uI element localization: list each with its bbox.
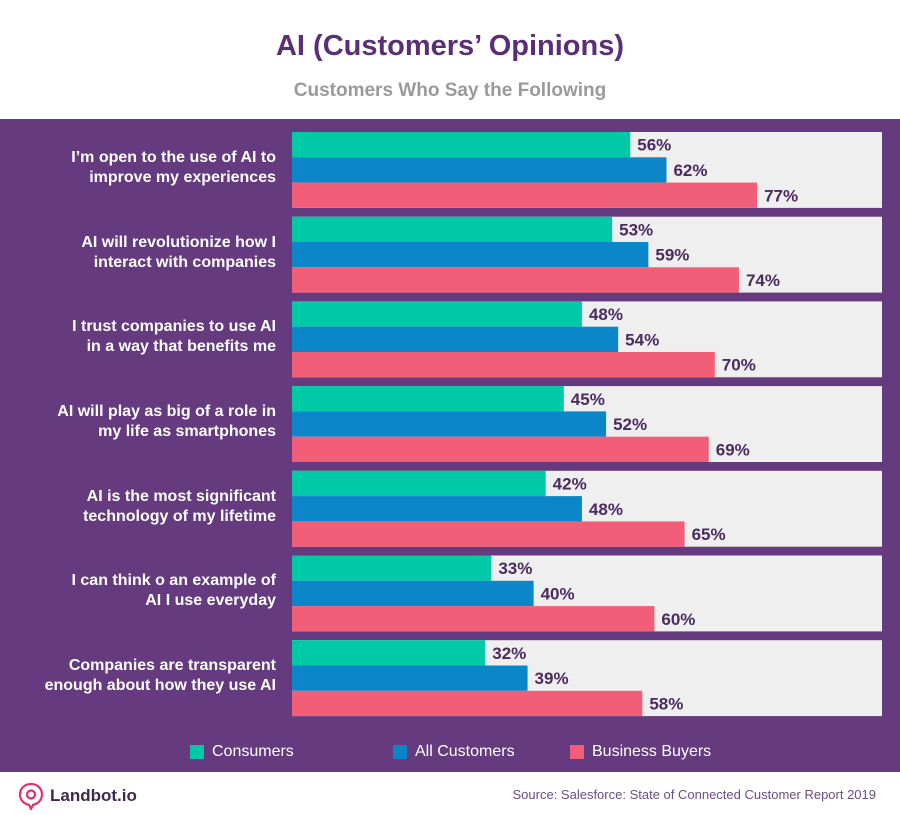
bar-business-buyers [292,352,715,378]
category-label-line: AI is the most significant [86,487,276,505]
data-label-business-buyers: 58% [649,694,683,713]
data-label-all-customers: 59% [655,246,689,265]
category-label: AI will play as big of a role in my life … [0,402,276,442]
legend-label-business-buyers: Business Buyers [592,743,712,760]
legend-label-all-customers: All Customers [415,743,515,760]
legend-swatch-business-buyers [570,745,584,759]
category-label-line: in a way that benefits me [86,338,276,356]
bar-all-customers [292,496,582,522]
category-label-line: technology of my lifetime [83,507,276,525]
data-label-business-buyers: 70% [722,356,756,375]
category-label: I can think o an example of AI I use ever… [0,571,277,611]
bar-business-buyers [292,267,739,293]
bar-all-customers [292,157,667,183]
category-label-line: improve my experiences [89,168,276,186]
category-label-line: AI will play as big of a role in [57,403,276,421]
category-label: I’m open to the use of AI to improve my e… [0,148,276,188]
data-label-consumers: 33% [498,559,532,578]
data-label-all-customers: 62% [673,161,707,180]
bar-all-customers [292,326,619,352]
category-label-line: enough about how they use AI [44,677,276,695]
legend-item-business-buyers: Business Buyers [570,739,711,765]
brand-name: Landbot.io [50,786,137,805]
data-label-consumers: 45% [571,390,605,409]
category-label: AI will revolutionize how I interact with… [0,233,276,273]
bar-consumers [292,470,546,497]
data-label-consumers: 48% [589,305,623,324]
data-label-all-customers: 54% [625,330,659,349]
bar-consumers [292,386,564,412]
bar-consumers [292,640,486,666]
bar-all-customers [292,665,528,691]
legend-label-consumers: Consumers [212,743,294,760]
source-note: Source: Salesforce: State of Connected C… [512,787,876,802]
legend: Consumers All Customers Business Buyers [0,739,900,765]
bar-consumers [292,555,492,581]
bar-business-buyers [292,182,758,208]
legend-item-consumers: Consumers [190,739,294,765]
bar-consumers [292,301,582,327]
legend-swatch-consumers [190,745,204,759]
data-label-business-buyers: 77% [764,186,798,205]
category-label-line: AI will revolutionize how I [81,233,276,251]
bar-consumers [292,216,613,242]
data-label-business-buyers: 65% [692,525,726,544]
data-label-all-customers: 52% [613,415,647,434]
category-label: I trust companies to use AI in a way that… [0,317,276,357]
data-label-consumers: 42% [553,474,587,493]
bar-business-buyers [292,521,685,547]
category-label-line: Companies are transparent [68,657,276,675]
data-label-all-customers: 48% [589,500,623,519]
category-label-line: I trust companies to use AI [72,318,276,336]
bar-all-customers [292,411,607,437]
chart-title: AI (Customers’ Opinions) [275,30,625,62]
legend-swatch-all-customers [393,745,407,759]
bar-business-buyers [292,690,643,717]
bar-all-customers [292,580,534,607]
chat-bubble-icon [18,782,44,810]
data-label-consumers: 53% [619,220,653,239]
brand-logo[interactable]: Landbot.io [18,782,137,810]
bar-business-buyers [292,606,655,632]
category-label: AI is the most significant technology of … [0,487,276,527]
bar-consumers [292,132,631,158]
data-label-all-customers: 39% [535,669,569,688]
legend-item-all-customers: All Customers [393,739,515,765]
data-label-business-buyers: 69% [716,440,750,459]
category-label-line: I’m open to the use of AI to [71,148,276,166]
bar-business-buyers [292,436,709,462]
category-label: Companies are transparent enough about ho… [0,656,276,696]
data-label-consumers: 32% [492,644,526,663]
data-label-business-buyers: 60% [661,610,695,629]
chart-subtitle: Customers Who Say the Following [293,80,607,101]
data-label-consumers: 56% [637,136,671,155]
category-label-line: AI I use everyday [145,592,276,610]
category-label-line: interact with companies [93,253,276,271]
data-label-business-buyers: 74% [746,271,780,290]
data-label-all-customers: 40% [541,584,575,603]
bar-all-customers [292,242,649,268]
category-label-line: my life as smartphones [98,423,276,441]
category-label-line: I can think o an example of [71,572,277,590]
bar-chart: 56%62%77%53%59%74%48%54%70%45%52%69%42%4… [292,132,882,717]
